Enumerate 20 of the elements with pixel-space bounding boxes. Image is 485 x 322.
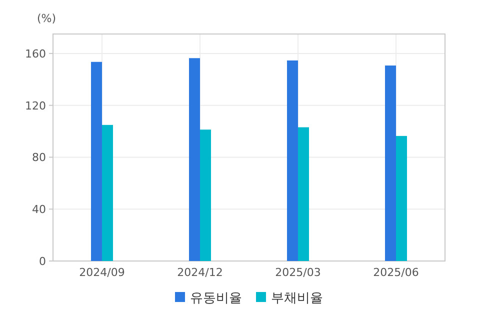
bar <box>287 60 298 261</box>
y-tick-label: 80 <box>32 151 46 164</box>
bar <box>91 62 102 261</box>
x-tick-label: 2025/03 <box>275 266 321 279</box>
bar <box>102 124 113 261</box>
y-tick-label: 120 <box>25 99 46 112</box>
bar <box>298 127 309 261</box>
bar <box>396 136 407 261</box>
x-tick-label: 2024/12 <box>177 266 223 279</box>
y-tick-label: 160 <box>25 47 46 60</box>
x-tick-label: 2024/09 <box>79 266 125 279</box>
y-tick-label: 40 <box>32 203 46 216</box>
bar <box>200 130 211 261</box>
bar <box>189 58 200 261</box>
legend-label: 부채비율 <box>271 291 323 306</box>
y-axis-title: (%) <box>37 12 56 25</box>
legend-label: 유동비율 <box>190 291 242 306</box>
y-tick-label: 0 <box>39 255 46 268</box>
x-tick-label: 2025/06 <box>373 266 419 279</box>
bar <box>385 66 396 261</box>
